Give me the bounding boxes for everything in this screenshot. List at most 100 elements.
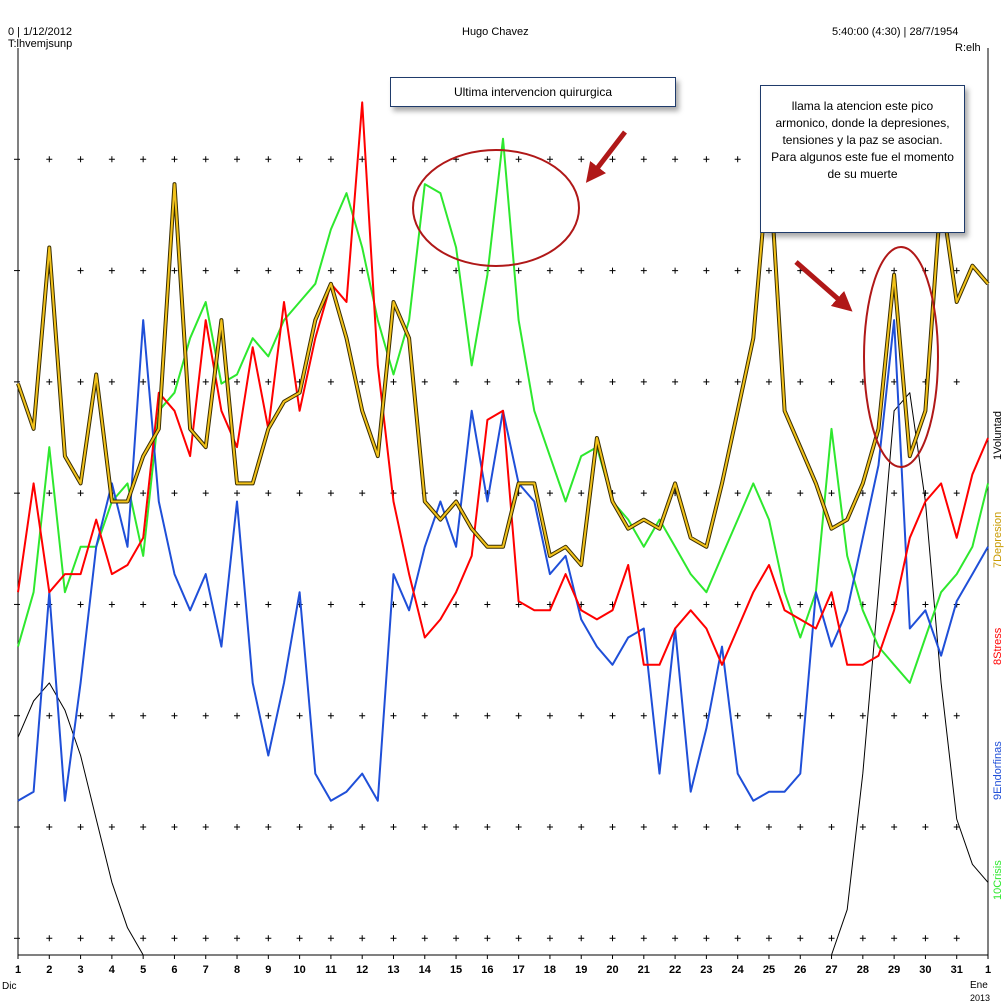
- x-tick-label: 9: [265, 964, 271, 976]
- x-tick-label: 13: [387, 964, 399, 976]
- grid-cross: [296, 267, 303, 274]
- grid-cross: [703, 267, 710, 274]
- grid-cross: [953, 267, 960, 274]
- grid-cross: [922, 601, 929, 608]
- grid-cross: [891, 712, 898, 719]
- grid-cross: [578, 267, 585, 274]
- grid-cross: [859, 712, 866, 719]
- grid-cross: [453, 378, 460, 385]
- grid-cross: [609, 267, 616, 274]
- grid-cross: [140, 378, 147, 385]
- grid-cross: [234, 601, 241, 608]
- grid-cross: [327, 490, 334, 497]
- x-tick-label: 29: [888, 964, 900, 976]
- series-line-endorfinas: [17, 319, 989, 802]
- grid-cross: [171, 712, 178, 719]
- grid-cross: [484, 378, 491, 385]
- grid-cross: [734, 712, 741, 719]
- grid-cross: [578, 935, 585, 942]
- grid-cross: [734, 156, 741, 163]
- grid-cross: [46, 712, 53, 719]
- grid-cross: [922, 712, 929, 719]
- x-tick-label: 19: [575, 964, 587, 976]
- grid-cross: [734, 935, 741, 942]
- grid-cross: [640, 712, 647, 719]
- grid-cross: [327, 378, 334, 385]
- grid-cross: [578, 712, 585, 719]
- grid-cross: [953, 712, 960, 719]
- grid-cross: [546, 156, 553, 163]
- footer-month-left: Dic: [2, 981, 17, 992]
- grid-cross: [77, 490, 84, 497]
- grid-cross: [390, 156, 397, 163]
- grid-cross: [265, 156, 272, 163]
- series-lines: [16, 101, 990, 956]
- grid-cross: [484, 935, 491, 942]
- grid-cross: [46, 824, 53, 831]
- grid-cross: [828, 824, 835, 831]
- grid-cross: [546, 267, 553, 274]
- grid-cross: [140, 824, 147, 831]
- grid-cross: [46, 490, 53, 497]
- grid-cross: [922, 935, 929, 942]
- grid-cross: [609, 824, 616, 831]
- grid-cross: [640, 490, 647, 497]
- grid-cross: [453, 824, 460, 831]
- grid-cross: [609, 156, 616, 163]
- grid-cross: [828, 378, 835, 385]
- grid-cross: [202, 824, 209, 831]
- grid-cross: [734, 267, 741, 274]
- x-tick-label: 30: [919, 964, 931, 976]
- grid-cross: [453, 712, 460, 719]
- x-tick-label: 24: [732, 964, 745, 976]
- grid-cross: [234, 378, 241, 385]
- grid-cross: [891, 490, 898, 497]
- grid-cross: [421, 378, 428, 385]
- x-tick-label: 14: [419, 964, 432, 976]
- grid-cross: [515, 712, 522, 719]
- grid-cross: [828, 712, 835, 719]
- grid-cross: [108, 378, 115, 385]
- grid-cross: [859, 267, 866, 274]
- grid-cross: [765, 378, 772, 385]
- grid-cross: [453, 935, 460, 942]
- grid-cross: [108, 824, 115, 831]
- callout-ring-peak: [863, 246, 939, 468]
- grid-cross: [703, 935, 710, 942]
- x-tick-label: 8: [234, 964, 240, 976]
- chart-title: Hugo Chavez: [462, 26, 529, 38]
- grid-cross: [953, 490, 960, 497]
- x-tick-label: 21: [638, 964, 650, 976]
- grid-cross: [108, 267, 115, 274]
- grid-cross: [515, 156, 522, 163]
- callout-peak: llama la atencion este pico armonico, do…: [760, 85, 965, 233]
- grid-cross: [359, 267, 366, 274]
- grid-cross: [77, 935, 84, 942]
- grid-cross: [797, 601, 804, 608]
- legend-crisis: 10Crisis: [992, 860, 1004, 900]
- grid-cross: [171, 490, 178, 497]
- grid-cross: [234, 490, 241, 497]
- x-tick-label: 1: [15, 964, 21, 976]
- grid-cross: [140, 267, 147, 274]
- grid-cross: [922, 824, 929, 831]
- grid-cross: [484, 712, 491, 719]
- grid-cross: [77, 156, 84, 163]
- grid-cross: [421, 935, 428, 942]
- grid-cross: [421, 824, 428, 831]
- grid-cross: [734, 378, 741, 385]
- grid-cross: [234, 824, 241, 831]
- x-tick-label: 20: [606, 964, 618, 976]
- grid-cross: [703, 601, 710, 608]
- grid-cross: [828, 490, 835, 497]
- grid-cross: [734, 490, 741, 497]
- x-tick-label: 7: [203, 964, 209, 976]
- header-code-right: R:elh: [955, 42, 981, 54]
- series-line-voluntad: [17, 392, 989, 956]
- callout-ring-surgery: [412, 149, 580, 267]
- grid-cross: [578, 156, 585, 163]
- grid-cross: [265, 935, 272, 942]
- grid-cross: [421, 601, 428, 608]
- grid-cross: [734, 601, 741, 608]
- grid-cross: [46, 378, 53, 385]
